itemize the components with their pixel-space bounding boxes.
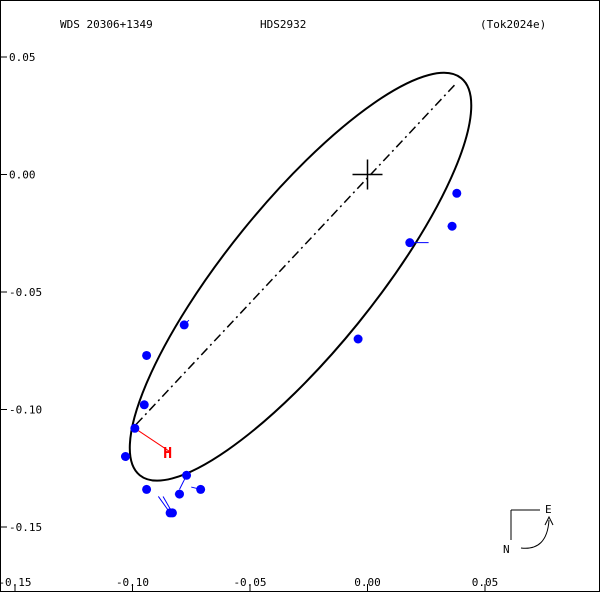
y-tick-label: -0.05 <box>9 286 42 299</box>
compass-north-label: N <box>503 543 510 556</box>
observation-point <box>182 470 192 480</box>
observation-point <box>405 238 415 248</box>
observation-point <box>130 423 140 433</box>
observation-point <box>120 452 130 461</box>
x-tick-label: -0.05 <box>233 576 266 589</box>
observation-point <box>196 484 206 494</box>
compass-arrow-head <box>544 515 554 526</box>
observation-point <box>179 320 189 330</box>
observation-point <box>142 350 152 360</box>
observation-point <box>139 400 149 410</box>
hipparcos-marker: H <box>163 444 172 462</box>
hipparcos-residual-line <box>134 427 171 453</box>
y-tick-label: -0.15 <box>9 521 42 534</box>
y-tick-label: 0.05 <box>9 51 36 64</box>
orbit-layer <box>128 71 473 482</box>
point-layer: H <box>120 188 462 518</box>
axes: -0.15 -0.10 -0.05 0.00 0.05 0.05 0.00 -0.05 -0.1… <box>0 51 498 591</box>
observation-point <box>142 484 152 494</box>
orbit-ellipse <box>128 71 473 482</box>
observation-point <box>447 221 457 231</box>
compass-arrow <box>520 519 550 549</box>
compass: E N <box>503 503 554 556</box>
observation-point <box>167 508 177 518</box>
primary-star-marker <box>352 159 383 190</box>
discoverer-id: HDS2932 <box>260 18 306 31</box>
x-tick-label: -0.15 <box>0 576 32 589</box>
compass-axes <box>510 509 540 540</box>
reference-code: (Tok2024e) <box>480 18 546 31</box>
observation-point <box>353 334 363 344</box>
y-tick-label: -0.10 <box>9 404 42 417</box>
observation-point <box>452 188 462 198</box>
wds-id: WDS 20306+1349 <box>60 18 153 31</box>
x-tick-label: 0.00 <box>354 576 381 589</box>
x-tick-label: 0.05 <box>472 576 499 589</box>
observation-point <box>175 489 184 499</box>
compass-east-label: E <box>545 503 552 516</box>
x-tick-label: -0.10 <box>116 576 149 589</box>
line-of-nodes <box>131 84 455 429</box>
y-tick-label: 0.00 <box>9 169 36 182</box>
